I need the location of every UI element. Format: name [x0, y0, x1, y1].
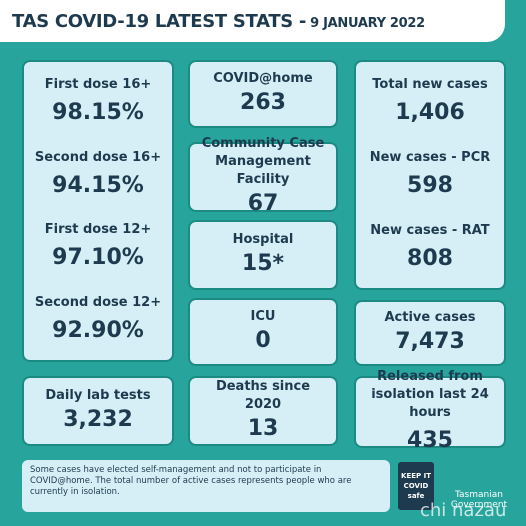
stat-value: 92.90% — [52, 317, 144, 343]
watermark: chi nazau — [420, 500, 507, 521]
stat-panel: COVID@home 263 — [188, 60, 338, 128]
header: TAS COVID-19 LATEST STATS -9 JANUARY 202… — [0, 0, 505, 42]
stat-value: 97.10% — [52, 245, 144, 271]
stat-value: 0 — [255, 328, 271, 353]
stat-label: Active cases — [384, 310, 476, 325]
stat-item: First dose 16+ 98.15% — [45, 76, 152, 128]
stat-item: New cases - RAT 808 — [370, 222, 489, 274]
stat-item: Deaths since 2020 13 — [196, 378, 330, 444]
stat-panel: Deaths since 2020 13 — [188, 376, 338, 446]
date: 9 JANUARY 2022 — [310, 16, 425, 31]
stat-item: Hospital 15* — [233, 231, 294, 279]
stat-value: 98.15% — [52, 100, 144, 126]
covid-safe-badge: KEEP IT COVID safe — [398, 462, 434, 510]
stat-label: Hospital — [232, 232, 294, 247]
stat-panel: Total new cases 1,406 New cases - PCR 598 Ne… — [354, 60, 506, 290]
stat-value: 598 — [407, 172, 453, 198]
stat-value: 13 — [247, 416, 279, 441]
stat-label: First dose 16+ — [44, 77, 152, 93]
badge-line: safe — [407, 492, 425, 500]
stat-item: ICU 0 — [251, 308, 276, 356]
stat-value: 1,406 — [395, 100, 465, 126]
badge-line: COVID — [403, 482, 429, 490]
stat-panel: Released from isolation last 24 hours 435 — [354, 369, 506, 453]
stat-label: Daily lab tests — [45, 388, 151, 403]
stat-label: Released from isolation last 24 hours — [371, 369, 489, 420]
stat-item: New cases - PCR 598 — [370, 149, 491, 201]
stat-panel: Daily lab tests 3,232 — [22, 376, 174, 446]
government-logo: Tasmanian Government — [450, 490, 508, 510]
stat-panel: First dose 16+ 98.15% Second dose 16+ 94.15… — [22, 60, 174, 362]
stat-value: 7,473 — [395, 329, 465, 354]
stat-value: 67 — [247, 191, 279, 216]
stat-panel: ICU 0 — [188, 298, 338, 366]
title: TAS COVID-19 LATEST STATS - — [12, 11, 307, 32]
stat-value: 263 — [240, 90, 286, 115]
stat-label: ICU — [250, 309, 276, 324]
stat-panel: Active cases 7,473 — [354, 300, 506, 366]
stat-value: 435 — [407, 428, 453, 453]
stat-label: First dose 12+ — [44, 222, 152, 238]
stat-item: Community Case Management Facility 67 — [196, 135, 330, 219]
stat-panel: Hospital 15* — [188, 220, 338, 290]
stat-value: 3,232 — [63, 407, 133, 432]
stat-item: Total new cases 1,406 — [372, 76, 487, 128]
stat-panel: Community Case Management Facility 67 — [188, 136, 338, 216]
stat-item: COVID@home 263 — [213, 70, 312, 118]
stat-item: Second dose 12+ 92.90% — [35, 294, 161, 346]
stat-label: Total new cases — [372, 77, 488, 93]
stat-item: Second dose 16+ 94.15% — [35, 149, 161, 201]
stat-value: 808 — [407, 245, 453, 271]
stat-item: Released from isolation last 24 hours 435 — [362, 368, 498, 456]
badge-line: KEEP IT — [401, 472, 431, 480]
stat-label: Second dose 12+ — [34, 294, 162, 310]
stat-value: 15* — [241, 251, 285, 276]
stat-label: New cases - PCR — [369, 149, 491, 165]
stat-label: COVID@home — [213, 71, 313, 86]
stat-label: New cases - RAT — [370, 222, 490, 238]
stat-item: Active cases 7,473 — [384, 309, 475, 357]
stat-value: 94.15% — [52, 172, 144, 198]
stat-label: Community Case Management Facility — [201, 136, 325, 187]
title-line: TAS COVID-19 LATEST STATS -9 JANUARY 202… — [12, 11, 425, 32]
stat-item: Daily lab tests 3,232 — [45, 387, 150, 435]
stat-label: Second dose 16+ — [34, 149, 162, 165]
footnote: Some cases have elected self-management … — [22, 460, 390, 512]
stat-label: Deaths since 2020 — [215, 379, 311, 412]
stat-item: First dose 12+ 97.10% — [45, 221, 152, 273]
